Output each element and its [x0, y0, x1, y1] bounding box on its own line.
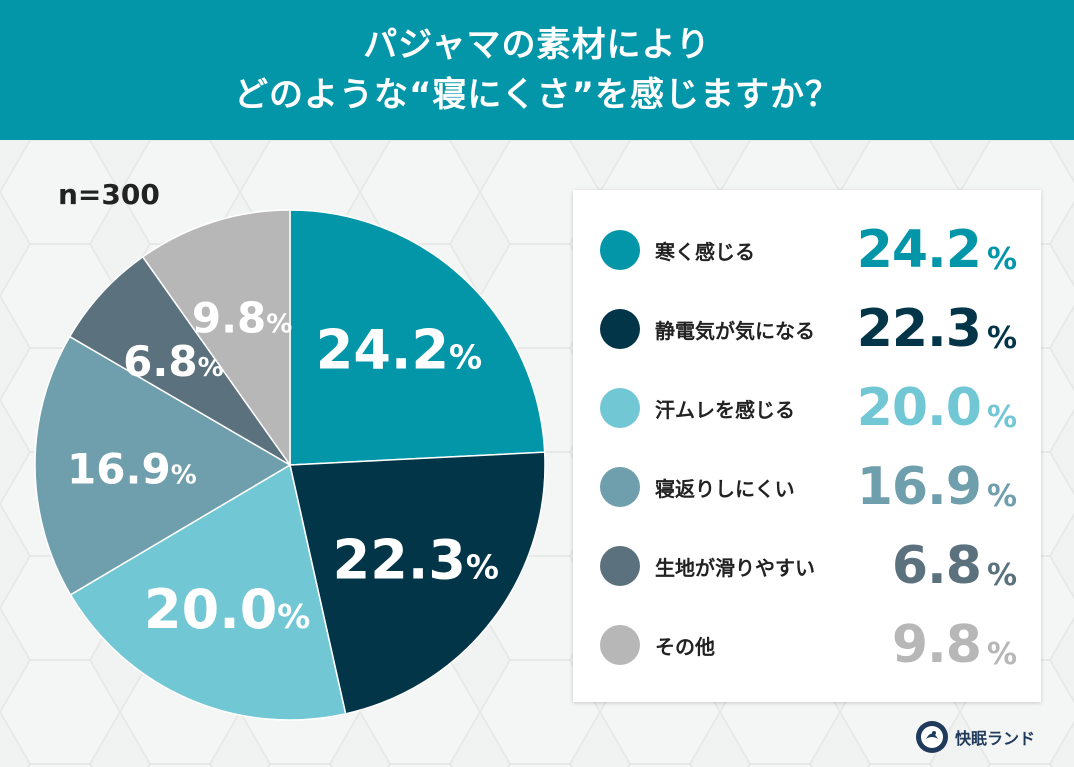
pie-slice-other — [141, 209, 291, 468]
legend-item-turning: 寝返りしにくい 16.9% — [573, 457, 1041, 517]
legend-label: その他 — [655, 634, 715, 659]
legend-item-slippery: 生地が滑りやすい 6.8% — [573, 536, 1041, 596]
legend-item-static: 静電気が気になる 22.3% — [573, 299, 1041, 359]
legend-value: 24.2 — [856, 220, 982, 280]
legend-swatch — [600, 625, 640, 665]
legend-label: 生地が滑りやすい — [655, 555, 815, 580]
chart-header: パジャマの素材により どのような“寝にくさ”を感じますか？ — [0, 0, 1074, 140]
sleep-logo-icon — [916, 721, 948, 753]
legend-unit: % — [986, 321, 1017, 356]
pie-label-cold: 24.2% — [316, 318, 482, 381]
legend-swatch — [600, 388, 640, 428]
brand-logo: 快眠ランド — [915, 720, 1035, 754]
pie-label-static: 22.3% — [333, 529, 499, 592]
pie-slice-static — [289, 451, 546, 715]
pie-label-other: 9.8% — [192, 293, 292, 342]
legend-unit: % — [986, 242, 1017, 277]
pie-slice-sweat — [69, 463, 347, 721]
pie-label-slippery: 6.8% — [123, 337, 223, 386]
legend-item-cold: 寒く感じる 24.2% — [573, 220, 1041, 280]
pie-label-sweat: 20.0% — [144, 578, 310, 641]
legend-swatch — [600, 467, 640, 507]
legend-value: 16.9 — [856, 457, 982, 517]
legend-value: 20.0 — [856, 378, 982, 438]
legend-unit: % — [986, 558, 1017, 593]
legend-label: 寒く感じる — [655, 239, 755, 264]
legend-item-other: その他 9.8% — [573, 615, 1041, 675]
legend-item-sweat: 汗ムレを感じる 20.0% — [573, 378, 1041, 438]
legend-unit: % — [986, 637, 1017, 672]
pie-slice-turning — [34, 335, 292, 596]
title-line-1: パジャマの素材により — [363, 25, 711, 65]
pie-slice-slippery — [68, 255, 291, 466]
legend-swatch — [600, 309, 640, 349]
legend-unit: % — [986, 479, 1017, 514]
legend-swatch — [600, 230, 640, 270]
legend: 寒く感じる 24.2% 静電気が気になる 22.3% 汗ムレを感じる 20.0% 寝返りしに… — [573, 190, 1041, 702]
legend-value: 6.8 — [891, 536, 982, 596]
sample-size: n=300 — [58, 178, 160, 211]
legend-unit: % — [986, 400, 1017, 435]
legend-value: 22.3 — [856, 299, 982, 359]
legend-label: 静電気が気になる — [655, 318, 815, 343]
logo-text: 快眠ランド — [955, 729, 1036, 748]
pie-slice-cold — [289, 209, 546, 466]
pie-label-turning: 16.9% — [67, 444, 197, 493]
title-line-2: どのような“寝にくさ”を感じますか？ — [233, 75, 840, 115]
legend-swatch — [600, 546, 640, 586]
legend-label: 汗ムレを感じる — [655, 397, 795, 422]
legend-label: 寝返りしにくい — [655, 476, 795, 501]
legend-value: 9.8 — [891, 615, 982, 675]
